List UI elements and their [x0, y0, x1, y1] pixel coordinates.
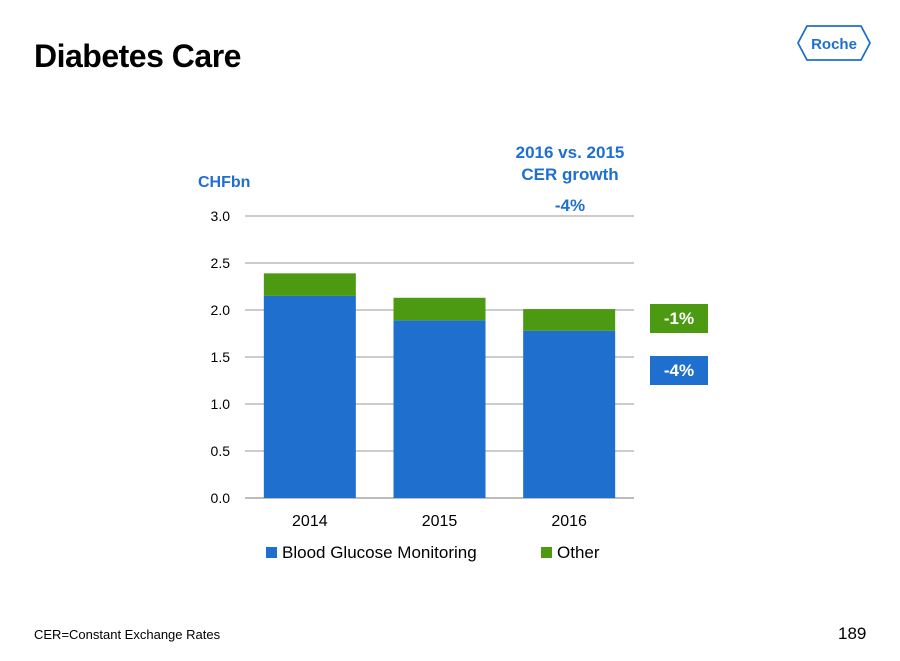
growth-header: 2016 vs. 2015 CER growth — [470, 142, 670, 186]
stacked-bar-chart: CHFbn 0.0 0.5 1.0 1.5 2.0 2.5 3.0 2014 2015 2016… — [198, 174, 634, 562]
legend-label-blood-glucose-monitoring: Blood Glucose Monitoring — [282, 543, 477, 562]
bar-2016-other — [523, 309, 616, 331]
y-tick-label: 1.0 — [211, 396, 231, 412]
growth-header-line1: 2016 vs. 2015 — [515, 143, 625, 162]
growth-badge-other: -1% — [650, 304, 708, 333]
bar-2014-blood-glucose-monitoring — [263, 295, 356, 498]
y-tick-label: 0.5 — [211, 443, 231, 459]
y-tick-label: 3.0 — [211, 208, 231, 224]
x-tick-label-2015: 2015 — [422, 513, 458, 530]
y-tick-label: 2.5 — [211, 255, 231, 271]
legend-label-other: Other — [557, 543, 600, 562]
roche-logo: Roche — [797, 25, 871, 61]
bar-2016-blood-glucose-monitoring — [523, 330, 616, 498]
page-title: Diabetes Care — [34, 38, 241, 74]
bar-2015-blood-glucose-monitoring — [393, 320, 486, 498]
y-tick-label: 0.0 — [211, 490, 231, 506]
y-axis-unit-label: CHFbn — [198, 174, 250, 191]
x-tick-label-2014: 2014 — [292, 513, 328, 530]
roche-logo-hexagon — [797, 25, 871, 61]
roche-logo-text: Roche — [811, 36, 857, 53]
legend-swatch-blood-glucose-monitoring — [266, 547, 277, 558]
y-tick-label: 2.0 — [211, 302, 231, 318]
y-tick-label: 1.5 — [211, 349, 231, 365]
bars — [263, 273, 616, 498]
x-tick-label-2016: 2016 — [551, 513, 587, 530]
page-number: 189 — [838, 624, 867, 643]
y-tick-labels: 0.0 0.5 1.0 1.5 2.0 2.5 3.0 — [211, 208, 231, 506]
growth-header-line2: CER growth — [521, 165, 619, 184]
growth-total-value: -4% — [554, 196, 586, 215]
growth-badge-blood-glucose-monitoring: -4% — [650, 356, 708, 385]
legend: Blood Glucose Monitoring Other — [266, 543, 600, 562]
footnote: CER=Constant Exchange Rates — [34, 627, 221, 642]
x-tick-labels: 2014 2015 2016 — [292, 513, 587, 530]
bar-2014-other — [263, 273, 356, 296]
bar-2015-other — [393, 297, 486, 321]
legend-swatch-other — [541, 547, 552, 558]
